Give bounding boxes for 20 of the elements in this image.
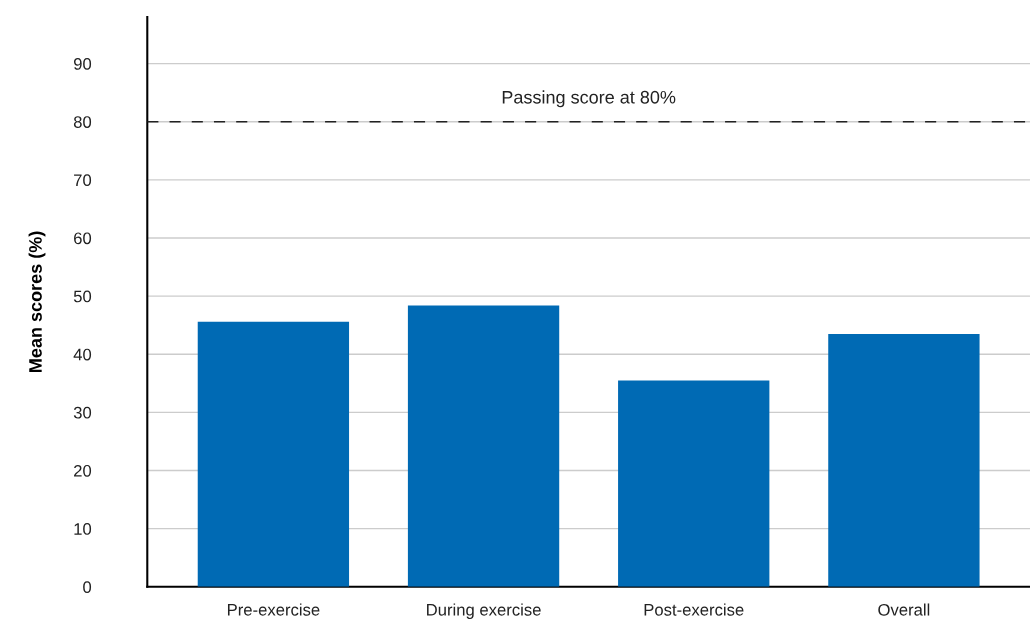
y-tick-label: 70 [74,174,92,187]
y-tick-label: 20 [74,464,92,477]
y-tick-label: 60 [74,232,92,245]
y-tick-label: 10 [74,523,92,535]
x-tick-label: During exercise [427,603,541,619]
x-tick-label: Overall [878,603,930,616]
y-axis-title: Mean scores (%) [28,231,46,372]
x-tick-label: Post-exercise [644,603,744,616]
bar [828,333,980,587]
y-tick-label: 90 [73,58,92,70]
y-tick-label: 40 [73,348,92,361]
y-tick-label: 80 [73,116,92,128]
bar [197,321,350,587]
y-tick-label: 0 [83,581,92,593]
bar [407,305,560,587]
bar [618,380,770,587]
y-tick-label: 50 [73,290,92,303]
ref-line-label: Passing score at 80% [502,90,676,108]
x-tick-label: Pre-exercise [227,603,320,616]
y-tick-label: 30 [73,406,92,419]
